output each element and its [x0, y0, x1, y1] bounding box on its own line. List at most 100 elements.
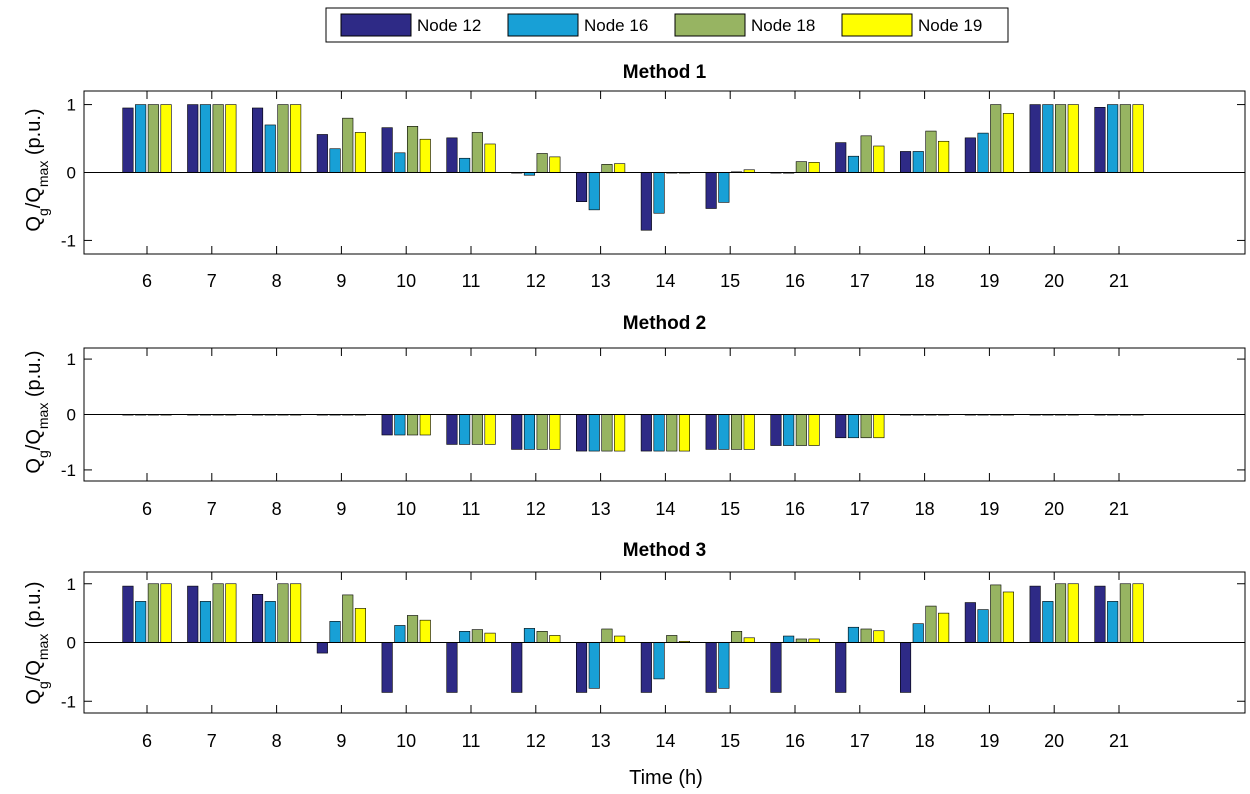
- x-tick-label: 17: [850, 271, 870, 291]
- x-tick-label: 19: [979, 499, 999, 519]
- bar-node-19-16: [808, 414, 820, 446]
- x-tick-label: 18: [915, 731, 935, 751]
- bar-node-18-16: [795, 414, 807, 446]
- bar-node-19-13: [614, 414, 626, 452]
- x-tick-label: 20: [1044, 499, 1064, 519]
- bar-node-19-15: [743, 414, 755, 450]
- x-tick-label: 14: [655, 731, 675, 751]
- bar-node-19-20: [1067, 104, 1079, 173]
- y-tick-label: -1: [61, 461, 76, 480]
- x-tick-label: 6: [142, 499, 152, 519]
- x-tick-label: 19: [979, 271, 999, 291]
- bar-node-16-17: [847, 414, 860, 439]
- x-tick-label: 20: [1044, 271, 1064, 291]
- x-tick-label: 6: [142, 731, 152, 751]
- bar-node-18-19: [990, 584, 1002, 643]
- bar-node-12-11: [446, 414, 458, 445]
- bar-node-18-21: [1119, 583, 1131, 643]
- y-tick-label: -1: [61, 231, 76, 250]
- bar-node-18-8: [277, 104, 289, 173]
- bar-node-16-16: [783, 414, 795, 446]
- bar-node-12-10: [381, 127, 393, 173]
- bar-node-16-9: [329, 621, 341, 643]
- x-tick-label: 15: [720, 271, 740, 291]
- bar-node-18-9: [342, 117, 354, 173]
- bar-node-18-11: [471, 132, 483, 173]
- x-tick-label: 17: [850, 731, 870, 751]
- bar-node-12-14: [640, 172, 652, 231]
- bar-node-18-6: [147, 583, 159, 643]
- bar-node-16-13: [588, 172, 600, 211]
- bar-node-18-17: [860, 628, 872, 643]
- bar-node-12-20: [1029, 104, 1041, 173]
- bar-node-19-16: [808, 638, 820, 643]
- x-tick-label: 12: [526, 271, 546, 291]
- bar-node-16-7: [199, 104, 211, 173]
- bar-node-12-18: [899, 151, 912, 173]
- bar-node-16-10: [394, 625, 406, 643]
- bar-node-16-17: [847, 155, 860, 173]
- bar-node-16-8: [264, 124, 276, 173]
- y-tick-label: 0: [67, 406, 76, 425]
- bar-node-16-16: [783, 635, 795, 643]
- x-tick-label: 17: [850, 499, 870, 519]
- bar-node-19-8: [290, 104, 302, 173]
- bar-node-19-17: [873, 630, 885, 643]
- bar-node-16-13: [588, 414, 600, 452]
- bar-node-16-6: [135, 104, 147, 173]
- bar-node-12-11: [446, 137, 458, 173]
- bar-node-19-10: [419, 414, 431, 436]
- bar-node-19-9: [354, 608, 367, 643]
- bar-node-12-21: [1094, 585, 1106, 643]
- bar-node-16-7: [199, 601, 211, 643]
- y-tick-label: 0: [67, 164, 76, 183]
- legend-swatch-node-12: [340, 13, 412, 37]
- bar-node-12-14: [640, 414, 652, 452]
- x-tick-label: 21: [1109, 271, 1129, 291]
- x-tick-label: 13: [591, 499, 611, 519]
- bar-node-18-16: [795, 161, 807, 173]
- x-tick-label: 11: [462, 731, 481, 751]
- y-tick-label: -1: [61, 692, 76, 711]
- bar-node-18-14: [666, 635, 678, 643]
- x-tick-label: 10: [396, 271, 416, 291]
- x-tick-label: 16: [785, 499, 805, 519]
- y-tick-label: 1: [67, 96, 76, 115]
- bar-node-18-20: [1055, 583, 1067, 643]
- bar-node-18-17: [860, 414, 872, 439]
- bar-node-12-8: [252, 107, 264, 173]
- bar-node-18-10: [406, 126, 419, 173]
- bar-node-16-11: [459, 631, 471, 643]
- legend-swatch-node-16: [507, 13, 579, 37]
- svg-text:Qg/Qmax (p.u.): Qg/Qmax (p.u.): [23, 581, 51, 704]
- bar-node-12-9: [316, 134, 328, 173]
- bar-node-18-7: [212, 104, 224, 173]
- bar-node-12-8: [252, 594, 264, 643]
- bar-node-16-21: [1107, 601, 1119, 643]
- bar-node-18-13: [601, 628, 613, 643]
- bar-node-12-7: [187, 585, 199, 643]
- x-tick-label: 8: [272, 499, 282, 519]
- bar-node-19-16: [808, 162, 820, 173]
- bar-node-18-17: [860, 135, 872, 173]
- bar-node-19-13: [614, 635, 626, 643]
- bar-node-19-7: [225, 104, 237, 173]
- bar-node-19-6: [160, 104, 172, 173]
- x-tick-label: 16: [785, 271, 805, 291]
- x-axis-label: Time (h): [629, 767, 703, 789]
- bar-node-16-12: [523, 628, 536, 643]
- bar-node-19-17: [873, 145, 885, 173]
- bar-node-18-20: [1055, 104, 1067, 173]
- bar-node-16-15: [718, 642, 730, 689]
- bar-node-18-13: [601, 164, 613, 173]
- bar-node-16-15: [718, 414, 730, 450]
- bar-node-16-8: [264, 601, 276, 643]
- ylabel-method-2: Qg/Qmax (p.u.): [23, 350, 51, 473]
- x-tick-label: 15: [720, 731, 740, 751]
- bar-node-19-12: [549, 156, 561, 173]
- bar-node-16-14: [653, 642, 665, 680]
- bar-node-19-18: [938, 140, 950, 173]
